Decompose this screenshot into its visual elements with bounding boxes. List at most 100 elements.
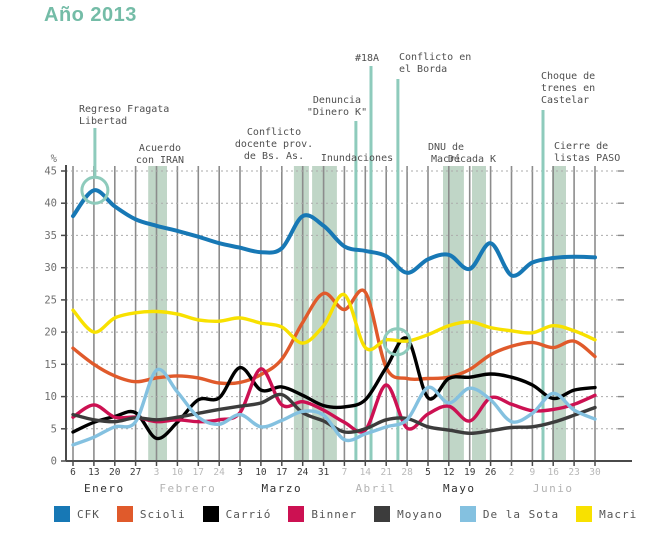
x-tick-label: 21 xyxy=(380,467,392,478)
legend-label: CFK xyxy=(77,507,100,521)
series-line-cfk xyxy=(71,188,597,278)
x-tick-label: 2 xyxy=(509,467,515,478)
x-tick-label: 5 xyxy=(425,467,431,478)
x-tick-label: 7 xyxy=(342,467,348,478)
x-tick-label: 17 xyxy=(193,467,204,478)
y-tick-label: 25 xyxy=(44,294,57,306)
event-denuncia-dinero-k-label: Denuncia xyxy=(313,95,361,106)
x-tick-label: 3 xyxy=(237,467,243,478)
legend-item-binner: Binner xyxy=(288,506,357,522)
legend-item-cfk: CFK xyxy=(54,506,100,522)
x-tick-label: 9 xyxy=(529,467,535,478)
legend-label: Binner xyxy=(311,507,358,521)
month-label-mayo: Mayo xyxy=(443,482,476,495)
event-regreso-fragata-libertad-label: Libertad xyxy=(79,116,127,127)
x-tick-label: 24 xyxy=(297,467,309,478)
event-conflicto-en-el-borda-label: el Borda xyxy=(399,64,447,75)
y-tick-label: 35 xyxy=(44,230,57,242)
series-lines xyxy=(71,188,597,447)
event-band-acuerdo-con-iran xyxy=(148,166,167,461)
event-inundaciones-label: Inundaciones xyxy=(321,153,393,164)
event-18a-label: #18A xyxy=(355,53,379,64)
event-regreso-fragata-libertad-label: Regreso Fragata xyxy=(79,104,169,115)
event-choque-trenes-castelar-label: Castelar xyxy=(541,95,589,106)
y-tick-label: 40 xyxy=(44,198,57,210)
legend-swatch-de-la-sota xyxy=(459,506,476,522)
x-tick-label: 23 xyxy=(568,467,579,478)
x-tick-label: 30 xyxy=(589,467,601,478)
x-tick-label: 17 xyxy=(276,467,287,478)
legend-label: Moyano xyxy=(397,507,443,521)
event-conflicto-en-el-borda-label: Conflicto en xyxy=(399,52,471,63)
legend-label: Carrió xyxy=(225,507,272,521)
y-axis-labels: 0 5 10 15 20 25 30 35 40 45% xyxy=(44,153,57,468)
x-tick-label: 28 xyxy=(401,467,413,478)
month-label-febrero: Febrero xyxy=(159,482,216,495)
series-line-carrio xyxy=(71,336,597,441)
legend-swatch-cfk xyxy=(54,506,70,522)
x-tick-label: 3 xyxy=(154,467,160,478)
legend-swatch-moyano xyxy=(374,506,391,522)
y-tick-label: 20 xyxy=(44,327,57,339)
legend-label: Macri xyxy=(599,507,638,521)
legend-swatch-scioli xyxy=(116,506,133,522)
x-tick-label: 16 xyxy=(548,467,560,478)
event-dnu-de-macri-label: DNU de xyxy=(428,142,464,153)
event-choque-trenes-castelar-label: trenes en xyxy=(541,83,595,94)
x-tick-label: 20 xyxy=(109,467,121,478)
highlight-circle-abril xyxy=(382,327,412,357)
horizontal-gridlines xyxy=(66,170,624,430)
y-tick-label: 10 xyxy=(44,391,57,403)
y-tick-label: 30 xyxy=(44,262,57,274)
highlight-circle-cfk-peak-enero xyxy=(80,175,110,205)
event-conflicto-docente-label: de Bs. As. xyxy=(244,151,304,162)
event-band-cierre-listas-paso xyxy=(552,166,566,461)
month-label-abril: Abril xyxy=(355,482,396,495)
legend-item-de-la-sota: De la Sota xyxy=(459,506,559,522)
axes xyxy=(61,165,632,466)
x-tick-label: 26 xyxy=(485,467,497,478)
x-tick-label: 13 xyxy=(88,467,99,478)
y-axis-unit-label: % xyxy=(51,153,58,165)
event-acuerdo-con-iran-label: Acuerdo xyxy=(139,143,181,154)
x-tick-label: 19 xyxy=(464,467,476,478)
page-title: Año 2013 xyxy=(44,4,137,26)
month-label-marzo: Marzo xyxy=(261,482,302,495)
legend-swatch-carrio xyxy=(202,506,219,522)
x-tick-label: 24 xyxy=(213,467,225,478)
event-denuncia-dinero-k-label: "Dinero K" xyxy=(307,107,367,118)
month-label-junio: Junio xyxy=(533,482,574,495)
event-band-conflicto-docente xyxy=(293,166,309,461)
legend-item-carrio: Carrió xyxy=(202,506,272,522)
event-acuerdo-con-iran-label: con IRAN xyxy=(136,155,184,166)
event-cierre-listas-paso-label: Cierre de xyxy=(554,141,608,152)
legend-item-macri: Macri xyxy=(576,506,637,522)
x-tick-label: 6 xyxy=(70,467,76,478)
series-line-macri xyxy=(71,292,597,352)
series-line-de-la-sota xyxy=(71,367,597,447)
legend-swatch-macri xyxy=(576,506,593,522)
y-tick-label: 45 xyxy=(44,166,57,178)
highlight-circles xyxy=(80,175,412,357)
x-tick-label: 10 xyxy=(172,467,184,478)
event-conflicto-docente-label: docente prov. xyxy=(235,139,313,150)
x-tick-label: 10 xyxy=(255,467,267,478)
x-tick-label: 12 xyxy=(443,467,454,478)
month-label-enero: Enero xyxy=(84,482,125,495)
event-band-decada-k xyxy=(472,166,486,461)
y-tick-label: 0 xyxy=(51,456,57,468)
event-choque-trenes-castelar-label: Choque de xyxy=(541,71,595,82)
event-conflicto-docente-label: Conflicto xyxy=(247,127,301,138)
event-dnu-de-macri-label: Macri xyxy=(431,154,461,165)
x-tick-label: 14 xyxy=(360,467,372,478)
x-tick-label: 27 xyxy=(130,467,141,478)
x-tick-label: 31 xyxy=(318,467,330,478)
chart-legend: CFK Scioli Carrió Binner Moyano De la Sota Mac… xyxy=(54,506,636,522)
y-tick-label: 15 xyxy=(44,359,57,371)
legend-label: Scioli xyxy=(139,507,186,521)
event-cierre-listas-paso-label: listas PASO xyxy=(554,153,620,164)
